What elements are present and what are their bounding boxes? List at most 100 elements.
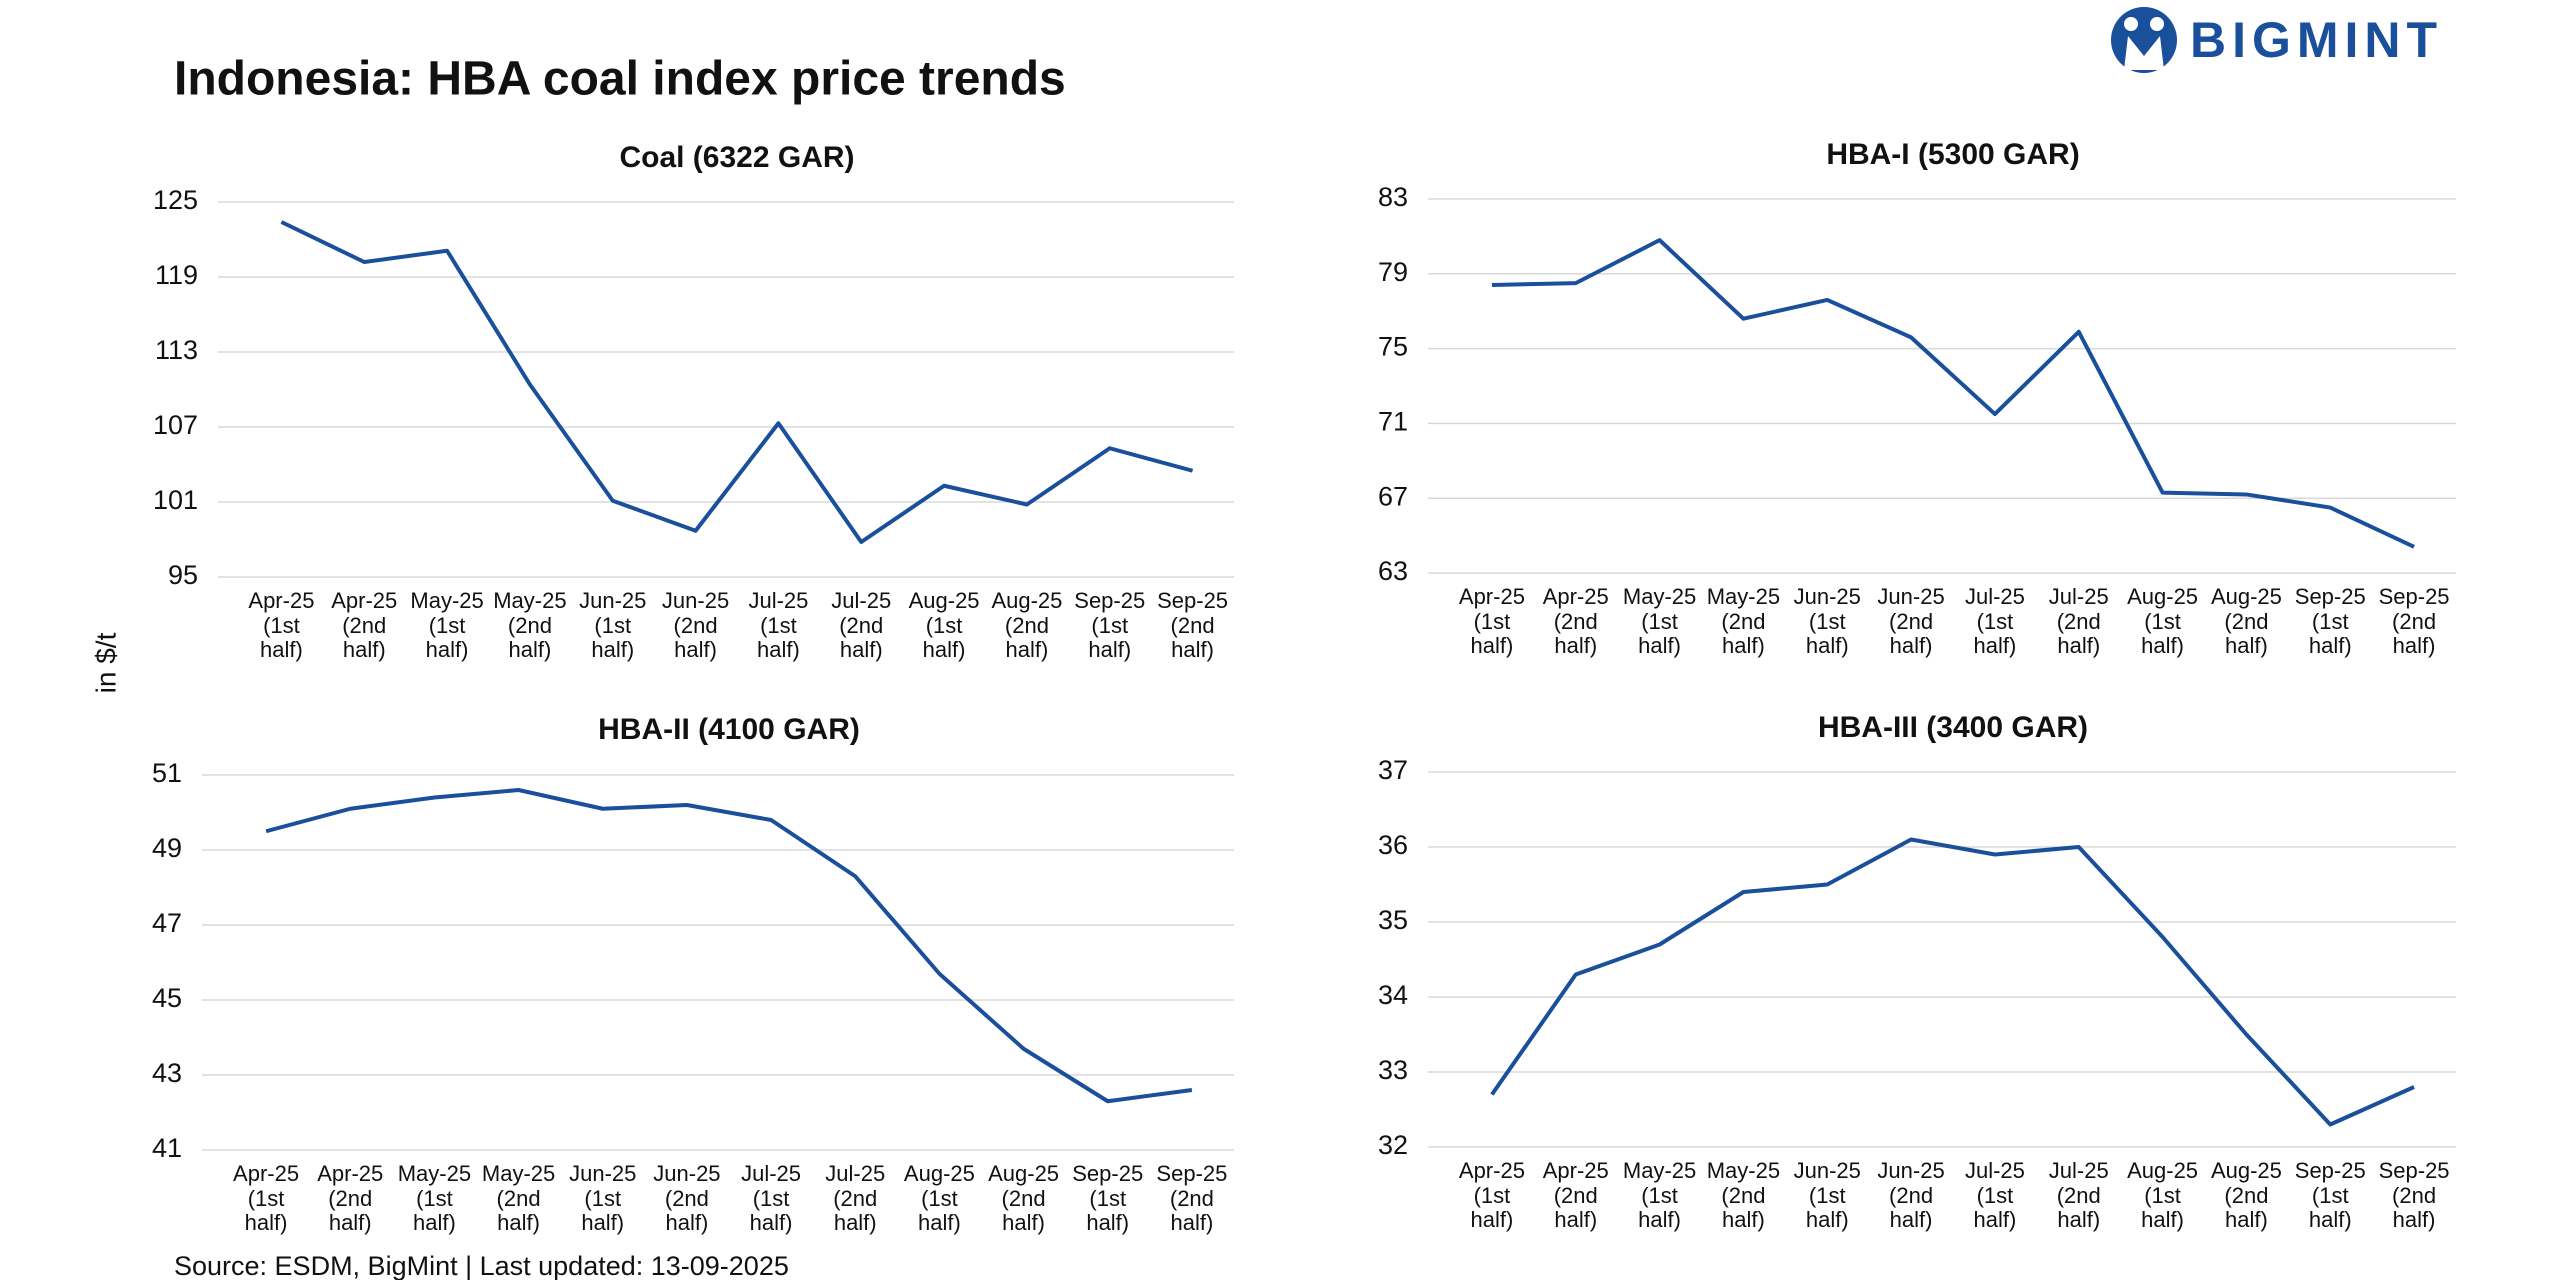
x-tick-label-box: Sep-25 (2nd half) — [2378, 1159, 2450, 1233]
x-tick-label: Jun-25 (1st half) — [1793, 1159, 1861, 1233]
x-tick-label-box: May-25 (2nd half) — [1707, 585, 1780, 658]
x-tick-label-box: Jul-25 (2nd half) — [825, 1162, 886, 1236]
logo-icon — [2124, 36, 2164, 70]
x-tick-label: Jul-25 (1st half) — [748, 589, 809, 663]
x-tick-label: Sep-25 (1st half) — [1072, 1162, 1144, 1236]
y-tick-label: 63 — [1378, 556, 1408, 586]
x-tick-label-box: Jun-25 (2nd half) — [661, 589, 730, 663]
chart-title: Coal (6322 GAR) — [619, 141, 854, 174]
x-tick-label: Apr-25 (1st half) — [233, 1162, 300, 1236]
x-tick-label-box: Jun-25 (2nd half) — [1877, 585, 1944, 658]
x-tick-label: Aug-25 (1st half) — [2127, 585, 2199, 659]
chart-title: HBA-I (5300 GAR) — [1826, 138, 2079, 171]
x-tick-label: Sep-25 (2nd half) — [2378, 585, 2450, 659]
y-tick-label: 71 — [1378, 407, 1408, 437]
x-tick-label-box: Sep-25 (2nd half) — [1156, 1162, 1228, 1236]
x-tick-label-box: Jun-25 (1st half) — [1793, 1159, 1861, 1233]
x-tick-label: Apr-25 (2nd half) — [331, 589, 398, 663]
x-tick-label-box: Jun-25 (1st half) — [579, 589, 646, 662]
x-tick-label: Aug-25 (1st half) — [903, 1162, 975, 1236]
x-tick-label-box: Jul-25 (2nd half) — [2048, 585, 2109, 659]
logo-icon — [2124, 17, 2138, 31]
x-tick-label: Jul-25 (2nd half) — [825, 1162, 886, 1236]
chart-title: HBA-III (3400 GAR) — [1818, 711, 2088, 744]
y-tick-label: 75 — [1378, 332, 1408, 362]
y-tick-label: 32 — [1378, 1130, 1408, 1160]
y-tick-label: 101 — [153, 485, 198, 515]
y-tick-label: 36 — [1378, 830, 1408, 860]
x-tick-label-box: Aug-25 (1st half) — [903, 1162, 975, 1236]
x-tick-label-box: Jun-25 (2nd half) — [653, 1162, 720, 1235]
y-tick-label: 79 — [1378, 257, 1408, 287]
x-tick-label: Sep-25 (2nd half) — [1157, 589, 1229, 663]
x-tick-label: Jul-25 (1st half) — [741, 1162, 802, 1236]
x-tick-label: Jun-25 (1st half) — [569, 1162, 637, 1236]
data-line — [1490, 837, 2415, 1127]
x-tick-label-box: May-25 (1st half) — [397, 1162, 472, 1236]
x-tick-label-box: May-25 (1st half) — [1622, 585, 1697, 659]
y-tick-label: 67 — [1378, 481, 1408, 511]
x-tick-label-box: Aug-25 (2nd half) — [2211, 585, 2282, 658]
page-title: Indonesia: HBA coal index price trends — [174, 53, 1066, 106]
x-tick-label-box: Apr-25 (2nd half) — [1543, 1159, 1609, 1232]
y-tick-label: 41 — [152, 1133, 182, 1163]
x-tick-label: May-25 (1st half) — [1622, 585, 1697, 659]
x-tick-label: Jul-25 (1st half) — [1964, 585, 2025, 659]
y-tick-label: 35 — [1378, 905, 1408, 935]
x-tick-label: Apr-25 (2nd half) — [1542, 585, 1609, 659]
source-note: Source: ESDM, BigMint | Last updated: 13… — [174, 1251, 789, 1280]
x-tick-label: Jul-25 (2nd half) — [831, 589, 892, 663]
x-tick-label: Aug-25 (2nd half) — [2210, 1159, 2282, 1233]
x-tick-label: Jun-25 (2nd half) — [1877, 1159, 1945, 1233]
y-tick-label: 43 — [152, 1058, 182, 1088]
x-tick-label: Sep-25 (2nd half) — [1156, 1162, 1228, 1236]
x-tick-label: Jun-25 (1st half) — [1793, 585, 1861, 659]
x-tick-label: Apr-25 (1st half) — [1458, 585, 1525, 659]
x-tick-label-box: Sep-25 (1st half) — [1072, 1162, 1144, 1236]
x-tick-label-box: Apr-25 (2nd half) — [317, 1162, 384, 1236]
x-tick-label: Sep-25 (2nd half) — [2378, 1159, 2450, 1233]
x-tick-label-box: Sep-25 (1st half) — [2294, 585, 2366, 659]
x-tick-label-box: May-25 (1st half) — [410, 589, 484, 663]
y-tick-label: 113 — [155, 335, 198, 365]
x-tick-label: Sep-25 (1st half) — [2294, 585, 2366, 659]
x-tick-label-box: Apr-25 (1st half) — [248, 589, 315, 663]
x-tick-label: Apr-25 (1st half) — [1458, 1159, 1525, 1233]
x-tick-label: Apr-25 (2nd half) — [317, 1162, 384, 1236]
x-tick-label-box: Apr-25 (2nd half) — [1542, 585, 1609, 659]
logo-icon — [2150, 17, 2164, 31]
x-tick-label-box: Jun-25 (1st half) — [1793, 585, 1861, 659]
x-tick-label: Jul-25 (2nd half) — [2048, 1159, 2109, 1233]
x-tick-label: May-25 (2nd half) — [1706, 1159, 1781, 1233]
x-tick-label: Apr-25 (1st half) — [248, 589, 315, 663]
x-tick-label: May-25 (2nd half) — [493, 589, 567, 663]
x-tick-label-box: Jun-25 (1st half) — [569, 1162, 637, 1236]
x-tick-label-box: Jul-25 (2nd half) — [831, 589, 892, 663]
x-tick-label: Jun-25 (2nd half) — [661, 589, 730, 663]
x-tick-label-box: Sep-25 (1st half) — [2294, 1159, 2366, 1233]
x-tick-label-box: Sep-25 (1st half) — [1074, 589, 1145, 662]
x-tick-label-box: Aug-25 (1st half) — [909, 589, 980, 662]
x-tick-label: May-25 (2nd half) — [481, 1162, 556, 1236]
x-tick-label: Sep-25 (1st half) — [2294, 1159, 2366, 1233]
y-tick-label: 34 — [1378, 980, 1408, 1010]
x-tick-label: May-25 (1st half) — [410, 589, 484, 663]
x-tick-label: Aug-25 (1st half) — [2127, 1159, 2199, 1233]
x-tick-label: May-25 (1st half) — [1622, 1159, 1697, 1233]
x-tick-label: Jul-25 (2nd half) — [2048, 585, 2109, 659]
x-tick-label-box: May-25 (2nd half) — [1706, 1159, 1781, 1233]
data-line — [1491, 238, 2415, 549]
y-tick-label: 47 — [152, 908, 182, 938]
x-tick-label-box: Aug-25 (2nd half) — [988, 1162, 1059, 1235]
x-tick-label: Jul-25 (1st half) — [1964, 1159, 2025, 1233]
x-tick-label: May-25 (1st half) — [397, 1162, 472, 1236]
x-tick-label-box: Aug-25 (2nd half) — [991, 589, 1062, 662]
y-tick-label: 119 — [155, 260, 198, 290]
x-tick-label-box: Apr-25 (2nd half) — [331, 589, 398, 663]
x-tick-label-box: Jul-25 (1st half) — [741, 1162, 802, 1236]
x-tick-label-box: Apr-25 (1st half) — [233, 1162, 300, 1236]
y-tick-label: 33 — [1378, 1055, 1408, 1085]
x-tick-label-box: Aug-25 (1st half) — [2127, 585, 2199, 659]
